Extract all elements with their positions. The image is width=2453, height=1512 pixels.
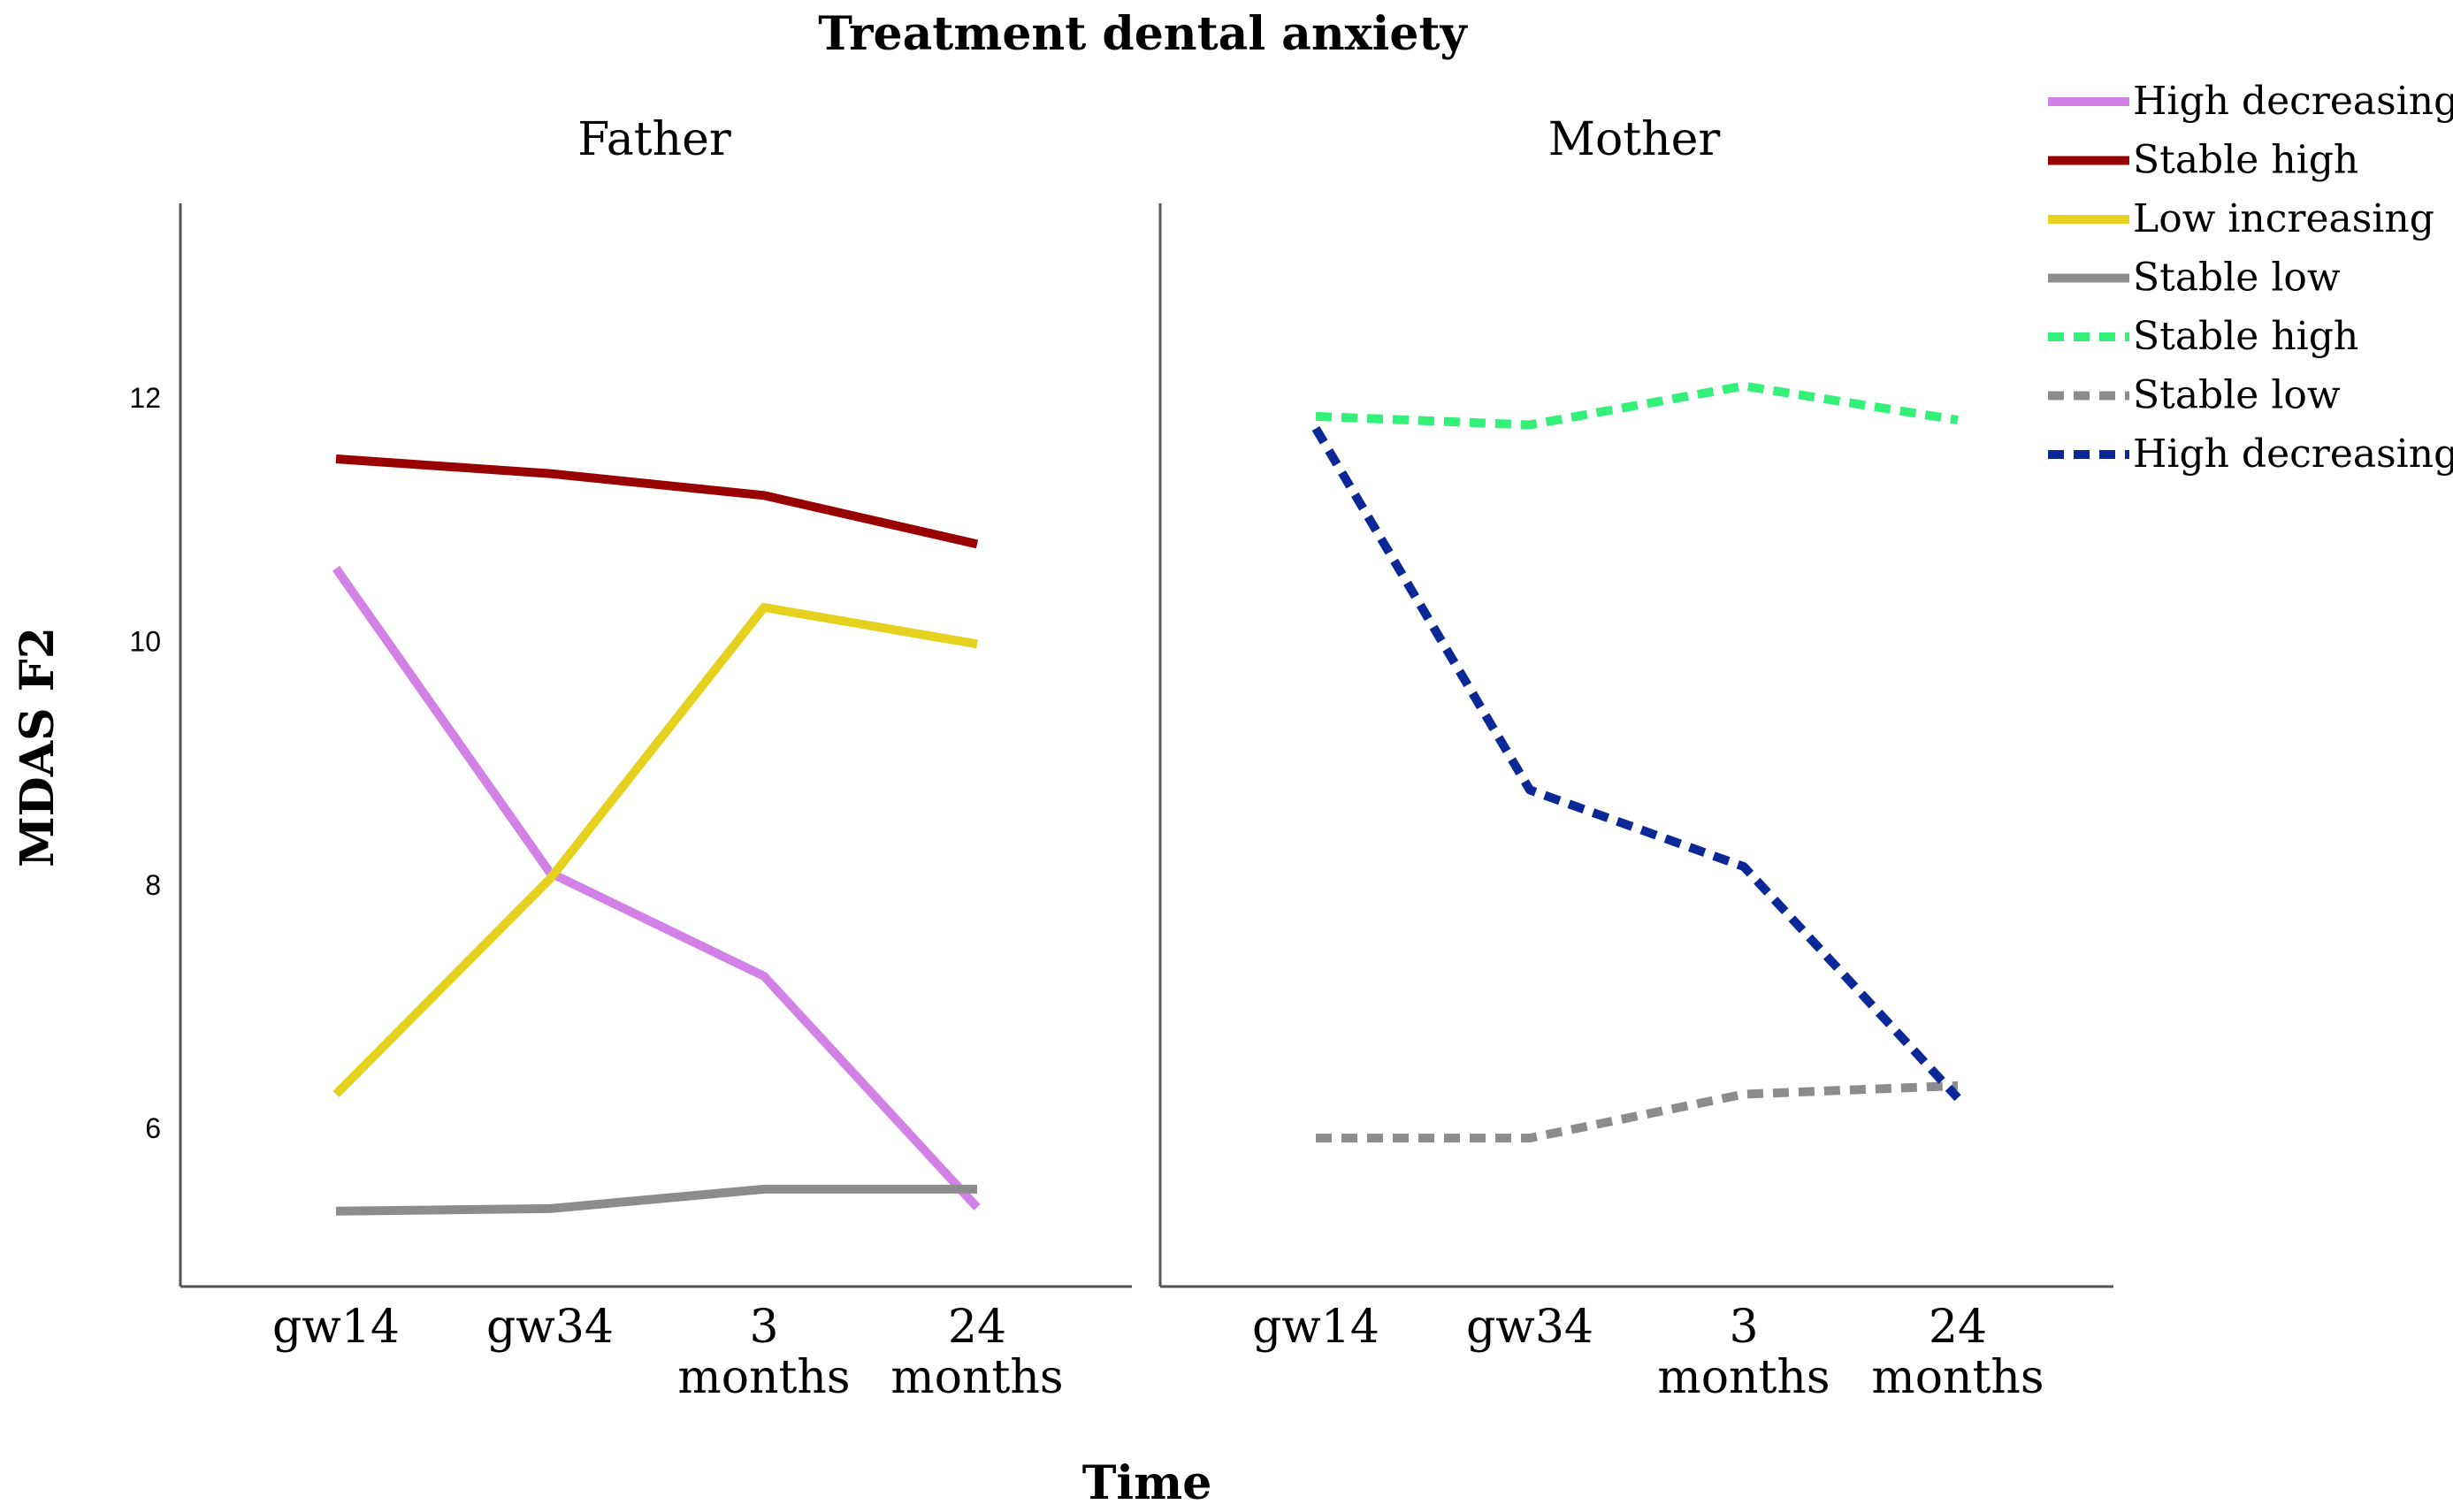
x-tick-label-mother: 3 months xyxy=(1657,1301,1830,1404)
x-tick-label-father: gw34 xyxy=(486,1301,614,1354)
y-tick-label: 6 xyxy=(145,1112,161,1144)
legend-label-high-decreasing: High decreasing xyxy=(2133,79,2453,124)
legend-label-low-increasing: Low increasing xyxy=(2133,196,2434,241)
legend-label-stable-low: Stable low xyxy=(2133,373,2341,418)
x-tick-label-mother: gw14 xyxy=(1252,1301,1379,1354)
x-tick-label-father: gw14 xyxy=(272,1301,400,1354)
series-line-father-low-increasing xyxy=(332,603,978,1098)
series-line-mother-stable-low xyxy=(1316,1081,1959,1143)
chart-title: Treatment dental anxiety xyxy=(818,7,1468,61)
legend: High decreasing Stable high Low increasing… xyxy=(2048,79,2453,477)
y-tick-label: 12 xyxy=(129,382,161,414)
x-tick-label-mother: gw34 xyxy=(1466,1301,1593,1354)
series-line-father-stable-low xyxy=(335,1184,977,1216)
panel-title-mother: Mother xyxy=(1548,113,1721,166)
series-line-mother-stable-high xyxy=(1315,381,1959,430)
panel-title-father: Father xyxy=(577,113,731,166)
legend-label-stable-high: Stable high xyxy=(2133,314,2358,359)
legend-label-stable-high: Stable high xyxy=(2133,138,2358,183)
x-tick-label-father: 3 months xyxy=(677,1301,850,1404)
series-line-father-stable-high xyxy=(335,454,979,549)
series-line-mother-high-decreasing xyxy=(1311,426,1961,1102)
legend-label-high-decreasing: High decreasing xyxy=(2133,431,2453,477)
axes: 6 8 10 12 gw14 gw34 3 months 24 months gw14 gw34 3 mo… xyxy=(129,203,2113,1404)
x-tick-label-father: 24 months xyxy=(890,1301,1063,1404)
x-tick-label-mother: 24 months xyxy=(1871,1301,2044,1404)
y-tick-label: 8 xyxy=(145,869,161,901)
y-tick-label: 10 xyxy=(129,626,161,658)
series-lines xyxy=(332,381,1961,1216)
series-line-father-high-decreasing xyxy=(332,566,981,1210)
x-axis-title: Time xyxy=(1082,1456,1212,1510)
legend-label-stable-low: Stable low xyxy=(2133,256,2341,301)
y-axis-title: MDAS F2 xyxy=(11,627,65,867)
